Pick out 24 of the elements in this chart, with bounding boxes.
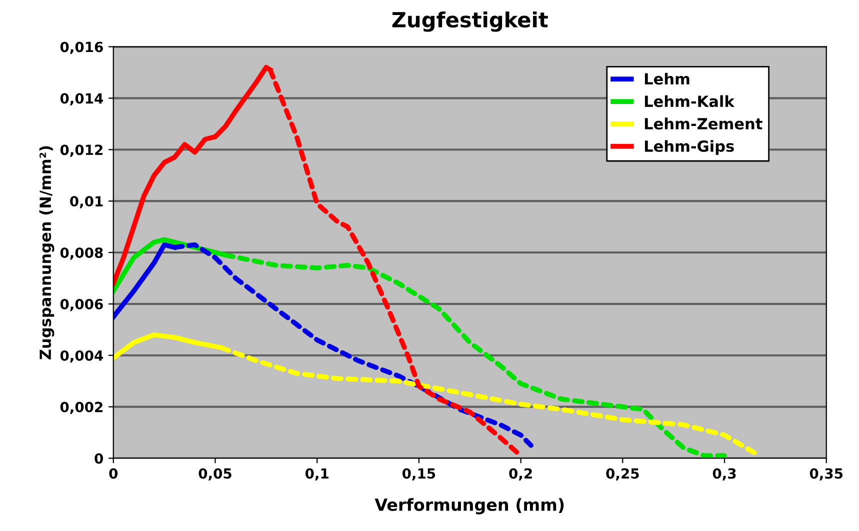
y-tick-label: 0 — [94, 453, 103, 464]
x-tick-label: 0,3 — [712, 468, 736, 480]
y-axis-title: Zugspannungen (N/mm²) — [39, 146, 54, 360]
y-tick-label: 0,014 — [60, 93, 104, 106]
chart-title: Zugfestigkeit — [392, 11, 548, 32]
y-tick-label: 0,004 — [60, 350, 104, 363]
x-axis-title: Verformungen (mm) — [374, 498, 564, 514]
y-tick-label: 0,006 — [60, 298, 103, 312]
x-tick-label: 0,15 — [402, 468, 436, 480]
x-tick-label: 0,05 — [198, 468, 232, 480]
y-tick-label: 0,01 — [70, 196, 103, 208]
legend-label: Lehm-Zement — [644, 118, 762, 130]
x-tick-label: 0,2 — [509, 468, 532, 480]
legend-label: Lehm — [644, 72, 690, 85]
y-tick-label: 0,002 — [60, 402, 102, 414]
x-tick-label: 0 — [109, 468, 118, 479]
x-tick-label: 0,1 — [305, 468, 328, 480]
legend-label: Lehm-Kalk — [644, 95, 735, 108]
y-tick-label: 0,016 — [60, 42, 103, 54]
x-tick-label: 0,35 — [810, 468, 843, 480]
legend-label: Lehm-Gips — [644, 140, 734, 155]
y-tick-label: 0,012 — [60, 144, 102, 157]
y-tick-label: 0,008 — [60, 247, 103, 260]
x-tick-label: 0,25 — [606, 468, 639, 480]
